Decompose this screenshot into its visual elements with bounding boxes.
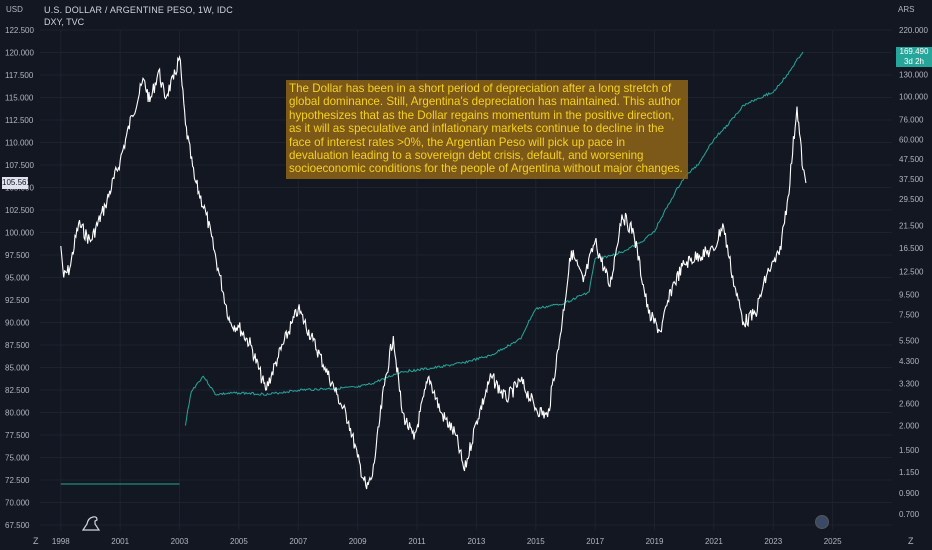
right-tick-label: 21.500 [899, 222, 924, 231]
right-tick-label: 76.000 [899, 115, 924, 124]
time-tick-label: 2021 [705, 537, 723, 546]
left-tick-label: 75.000 [5, 454, 30, 463]
right-tick-label: 47.500 [899, 155, 924, 164]
time-tick-label: 2015 [527, 537, 545, 546]
ars-last-price-badge: 169.490 3d 2h [896, 47, 932, 67]
right-tick-label: 4.300 [899, 357, 920, 366]
right-tick-label: 130.000 [899, 70, 928, 79]
left-tick-label: 122.500 [5, 26, 34, 35]
left-tick-label: 90.000 [5, 319, 30, 328]
chart-legend-subtitle[interactable]: DXY, TVC [44, 17, 85, 27]
left-tick-label: 95.000 [5, 274, 30, 283]
left-tick-label: 100.000 [5, 229, 34, 238]
ars-countdown-label: 3d 2h [903, 57, 925, 66]
right-tick-label: 0.900 [899, 489, 920, 498]
ars-last-price-label: 169.490 [899, 47, 929, 56]
left-tick-label: 80.000 [5, 409, 30, 418]
time-tick-label: 2011 [408, 537, 426, 546]
time-tick-label: 2009 [349, 537, 367, 546]
right-tick-label: 1.500 [899, 446, 920, 455]
left-tick-label: 67.500 [5, 521, 30, 530]
right-axis-unit: ARS [898, 5, 915, 14]
time-tick-label: 2017 [586, 537, 604, 546]
dxy-last-price-badge: 105.561 [2, 177, 31, 189]
left-tick-label: 87.500 [5, 341, 30, 350]
event-flag-icon[interactable] [815, 515, 829, 529]
left-tick-label: 77.500 [5, 431, 30, 440]
right-tick-label: 16.500 [899, 244, 924, 253]
chart-legend-title[interactable]: U.S. DOLLAR / ARGENTINE PESO, 1W, IDC [44, 5, 233, 15]
right-tick-label: 2.600 [899, 400, 920, 409]
left-tick-label: 115.000 [5, 94, 34, 103]
series-line-usdars [60, 51, 804, 485]
time-tick-label: 2013 [467, 537, 485, 546]
left-tick-label: 70.000 [5, 499, 30, 508]
time-tick-label: 1998 [52, 537, 70, 546]
right-tick-label: 60.000 [899, 135, 924, 144]
right-tick-label: 37.500 [899, 175, 924, 184]
right-tick-label: 0.700 [899, 510, 920, 519]
left-tick-label: 110.000 [5, 139, 34, 148]
right-tick-label: 12.500 [899, 267, 924, 276]
left-axis-unit: USD [6, 5, 23, 14]
right-tick-label: 2.000 [899, 422, 920, 431]
right-price-axis: 0.700 0.900 1.150 1.500 2.000 2.600 3.300 4.300… [899, 26, 928, 519]
time-tick-label: 2003 [171, 537, 189, 546]
left-tick-label: 102.500 [5, 206, 34, 215]
right-tick-label: 220.000 [899, 26, 928, 35]
left-tick-label: 85.000 [5, 364, 30, 373]
right-tick-label: 3.300 [899, 379, 920, 388]
left-tick-label: 107.500 [5, 161, 34, 170]
time-tick-label: 2025 [824, 537, 842, 546]
time-tick-label: 2019 [646, 537, 664, 546]
right-tick-label: 9.500 [899, 290, 920, 299]
right-tick-label: 7.500 [899, 310, 920, 319]
time-axis: 1998 2001 2003 2005 2007 2009 2011 2013 2015 2017… [52, 537, 842, 546]
left-price-axis: 67.500 70.000 72.500 75.000 77.500 80.000 82.5… [5, 26, 34, 530]
left-zoom-icon[interactable]: Z [33, 536, 39, 546]
left-tick-label: 97.500 [5, 251, 30, 260]
chart-annotation-note[interactable]: The Dollar has been in a short period of… [286, 80, 688, 179]
right-zoom-icon[interactable]: Z [908, 536, 914, 546]
right-tick-label: 5.500 [899, 336, 920, 345]
time-tick-label: 2001 [111, 537, 129, 546]
right-tick-label: 29.500 [899, 195, 924, 204]
right-tick-label: 1.150 [899, 468, 920, 477]
left-tick-label: 72.500 [5, 476, 30, 485]
right-tick-label: 100.000 [899, 92, 928, 101]
left-tick-label: 92.500 [5, 296, 30, 305]
tradingview-dino-icon[interactable] [81, 515, 103, 531]
series-line-dxy [60, 54, 807, 490]
time-tick-label: 2023 [764, 537, 782, 546]
left-tick-label: 112.500 [5, 116, 34, 125]
left-tick-label: 82.500 [5, 386, 30, 395]
time-tick-label: 2007 [289, 537, 307, 546]
left-tick-label: 120.000 [5, 49, 34, 58]
time-tick-label: 2005 [230, 537, 248, 546]
left-tick-label: 117.500 [5, 71, 34, 80]
